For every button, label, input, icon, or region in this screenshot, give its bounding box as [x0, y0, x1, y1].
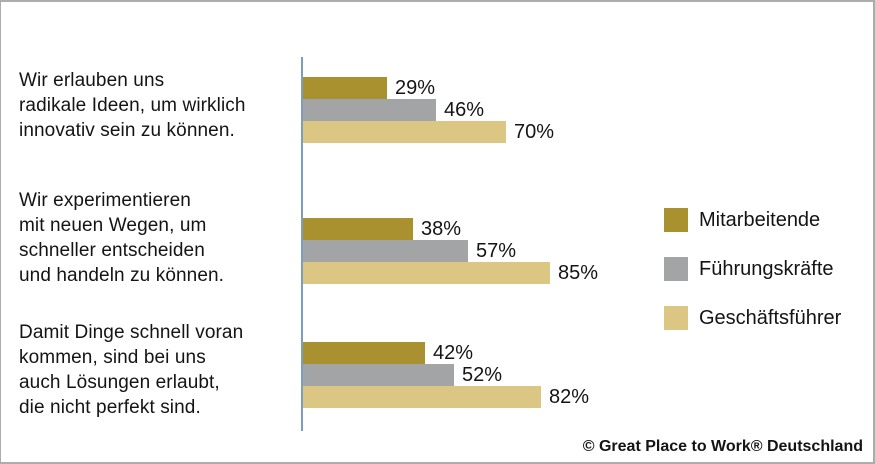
bar-führungskräfte: [303, 364, 454, 386]
bar-geschäftsführer: [303, 386, 541, 408]
legend-item: Mitarbeitende: [664, 208, 841, 232]
bar-row: 38%: [303, 218, 598, 240]
bar-group: 38% 57% 85%: [303, 218, 598, 284]
category-label: Wir erlauben uns radikale Ideen, um wirk…: [19, 70, 246, 141]
bar-value-label: 38%: [421, 217, 462, 240]
legend: Mitarbeitende Führungskräfte Geschäftsführ…: [664, 208, 841, 355]
legend-item: Geschäftsführer: [664, 306, 841, 330]
bar-row: 82%: [303, 386, 589, 408]
bar-value-label: 42%: [433, 341, 474, 364]
bar-value-label: 46%: [444, 98, 485, 121]
copyright-text: © Great Place to Work® Deutschland: [582, 438, 863, 455]
bar-mitarbeitende: [303, 77, 387, 99]
bar-value-label: 82%: [549, 385, 590, 408]
bar-geschäftsführer: [303, 262, 550, 284]
category-label: Damit Dinge schnell voran kommen, sind b…: [19, 322, 244, 418]
bar-mitarbeitende: [303, 342, 425, 364]
bar-value-label: 85%: [558, 261, 599, 284]
legend-label: Mitarbeitende: [699, 208, 821, 231]
bar-value-label: 57%: [476, 239, 517, 262]
legend-swatch-icon: [664, 257, 688, 281]
bar-row: 42%: [303, 342, 589, 364]
legend-swatch-icon: [664, 306, 688, 330]
bar-führungskräfte: [303, 99, 436, 121]
bar-geschäftsführer: [303, 121, 506, 143]
bar-value-label: 52%: [462, 363, 503, 386]
bar-row: 85%: [303, 262, 598, 284]
category-label: Wir experimentieren mit neuen Wegen, um …: [19, 190, 225, 286]
legend-label: Führungskräfte: [699, 257, 834, 280]
bar-value-label: 70%: [514, 120, 555, 143]
bar-row: 52%: [303, 364, 589, 386]
legend-label: Geschäftsführer: [699, 306, 842, 329]
bar-mitarbeitende: [303, 218, 413, 240]
bar-row: 29%: [303, 77, 554, 99]
bar-führungskräfte: [303, 240, 468, 262]
bar-row: 46%: [303, 99, 554, 121]
bar-row: 57%: [303, 240, 598, 262]
bar-group: 42% 52% 82%: [303, 342, 589, 408]
legend-swatch-icon: [664, 208, 688, 232]
y-axis-line: [301, 57, 303, 431]
bar-group: 29% 46% 70%: [303, 77, 554, 143]
bar-value-label: 29%: [395, 76, 436, 99]
bar-row: 70%: [303, 121, 554, 143]
legend-item: Führungskräfte: [664, 257, 841, 281]
